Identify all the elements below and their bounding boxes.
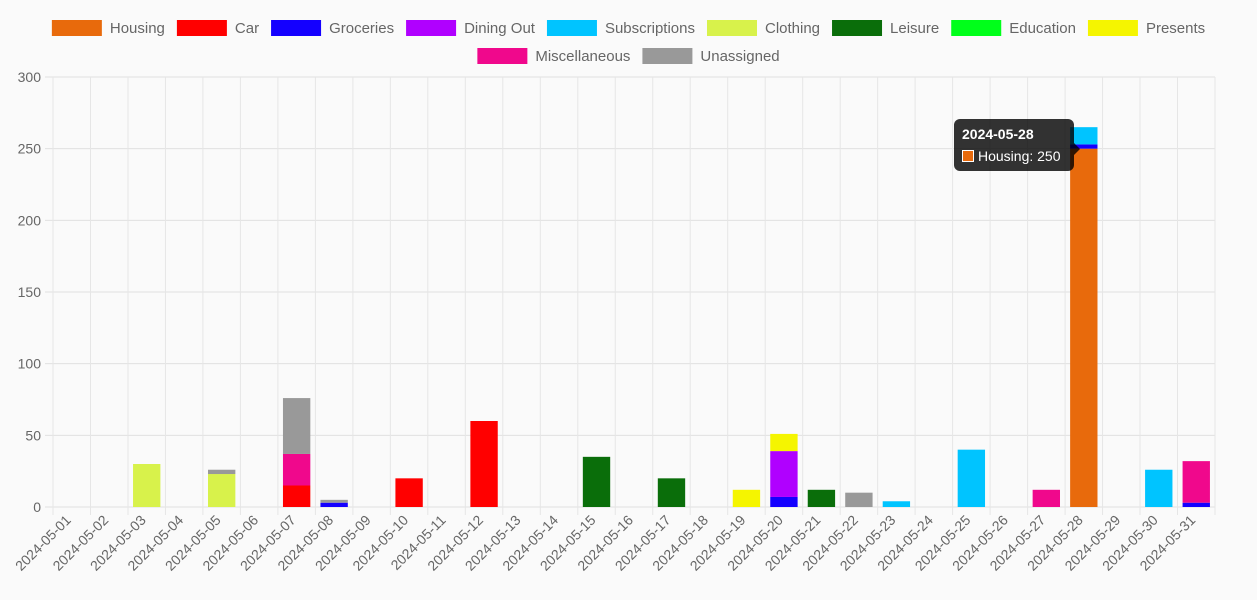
bar-subscriptions-2024-05-30[interactable] <box>1145 469 1173 507</box>
bar-presents-2024-05-20[interactable] <box>770 433 798 452</box>
bar-miscellaneous-2024-05-27[interactable] <box>1032 489 1061 507</box>
legend-swatch <box>546 20 597 36</box>
bar-clothing-2024-05-05[interactable] <box>207 474 236 507</box>
legend-swatch <box>477 48 528 64</box>
tooltip-swatch <box>962 150 974 162</box>
legend-swatch <box>832 20 883 36</box>
legend-item-clothing[interactable]: Clothing <box>706 20 820 37</box>
tooltip-row: Housing: 250 <box>962 148 1066 164</box>
tooltip-title: 2024-05-28 <box>962 126 1034 142</box>
x-axis: 2024-05-012024-05-022024-05-032024-05-04… <box>12 512 1199 574</box>
legend-label: Unassigned <box>700 48 779 65</box>
y-tick-label: 100 <box>18 356 42 372</box>
bar-miscellaneous-2024-05-31[interactable] <box>1182 461 1210 503</box>
bar-presents-2024-05-19[interactable] <box>732 489 761 507</box>
bar-leisure-2024-05-21[interactable] <box>807 489 836 507</box>
chart-legend[interactable]: Housing Car Groceries Dining Out Subscriptio… <box>51 20 1205 65</box>
legend-label: Leisure <box>890 20 939 37</box>
bar-unassigned-2024-05-22[interactable] <box>845 492 873 507</box>
legend-label: Dining Out <box>464 20 536 37</box>
bar-clothing-2024-05-03[interactable] <box>133 464 161 507</box>
legend-swatch <box>271 20 322 36</box>
legend-swatch <box>951 20 1002 36</box>
bar-car-2024-05-10[interactable] <box>395 478 423 507</box>
legend-item-housing[interactable]: Housing <box>51 20 165 37</box>
legend-label: Car <box>235 20 259 37</box>
y-tick-label: 300 <box>18 69 42 85</box>
legend-label: Presents <box>1146 20 1205 37</box>
legend-label: Miscellaneous <box>535 48 630 65</box>
bar-groceries-2024-05-08[interactable] <box>320 502 348 507</box>
bar-subscriptions-2024-05-28[interactable] <box>1070 127 1098 145</box>
legend-swatch <box>706 20 757 36</box>
legend-label: Groceries <box>329 20 394 37</box>
bar-housing-2024-05-28[interactable] <box>1070 148 1098 507</box>
bar-groceries-2024-05-20[interactable] <box>770 496 798 507</box>
bar-groceries-2024-05-31[interactable] <box>1182 502 1210 507</box>
legend-label: Education <box>1009 20 1076 37</box>
legend-label: Clothing <box>765 20 820 37</box>
y-tick-label: 200 <box>18 212 42 228</box>
bar-car-2024-05-12[interactable] <box>470 421 498 507</box>
bar-subscriptions-2024-05-25[interactable] <box>957 449 986 507</box>
legend-item-subscriptions[interactable]: Subscriptions <box>546 20 695 37</box>
bar-subscriptions-2024-05-23[interactable] <box>882 501 911 507</box>
legend-item-unassigned[interactable]: Unassigned <box>642 48 780 65</box>
bar-car-2024-05-07[interactable] <box>282 485 311 508</box>
bar-unassigned-2024-05-05[interactable] <box>207 469 236 475</box>
chart-tooltip: 2024-05-28 Housing: 250 <box>954 119 1080 171</box>
y-tick-label: 150 <box>18 284 42 300</box>
legend-label: Subscriptions <box>605 20 695 37</box>
bar-groceries-2024-05-28[interactable] <box>1070 144 1098 149</box>
legend-swatch <box>1087 20 1138 36</box>
y-tick-label: 250 <box>18 141 42 157</box>
bar-leisure-2024-05-17[interactable] <box>657 478 686 507</box>
bar-leisure-2024-05-15[interactable] <box>582 456 611 507</box>
legend-item-car[interactable]: Car <box>176 20 259 37</box>
y-axis: 0 50 100 150 200 250 300 <box>18 69 42 515</box>
bar-dining-out-2024-05-20[interactable] <box>770 451 798 497</box>
y-tick-label: 50 <box>25 427 41 443</box>
legend-item-dining-out[interactable]: Dining Out <box>406 20 536 37</box>
bar-unassigned-2024-05-07[interactable] <box>282 398 311 454</box>
bar-unassigned-2024-05-08[interactable] <box>320 499 348 503</box>
bar-miscellaneous-2024-05-07[interactable] <box>282 453 311 486</box>
y-tick-label: 0 <box>33 499 41 515</box>
tooltip-caret <box>1074 143 1080 155</box>
legend-item-miscellaneous[interactable]: Miscellaneous <box>477 48 630 65</box>
legend-swatch <box>51 20 102 36</box>
legend-item-education[interactable]: Education <box>951 20 1076 37</box>
legend-label: Housing <box>110 20 165 37</box>
tooltip-label: Housing: 250 <box>978 148 1061 164</box>
legend-item-presents[interactable]: Presents <box>1087 20 1205 37</box>
chart-grid <box>45 76 1216 515</box>
legend-swatch <box>176 20 227 36</box>
chart-bars[interactable] <box>133 127 1210 507</box>
legend-item-leisure[interactable]: Leisure <box>832 20 939 37</box>
legend-item-groceries[interactable]: Groceries <box>271 20 394 37</box>
legend-swatch <box>642 48 693 64</box>
legend-swatch <box>406 20 457 36</box>
